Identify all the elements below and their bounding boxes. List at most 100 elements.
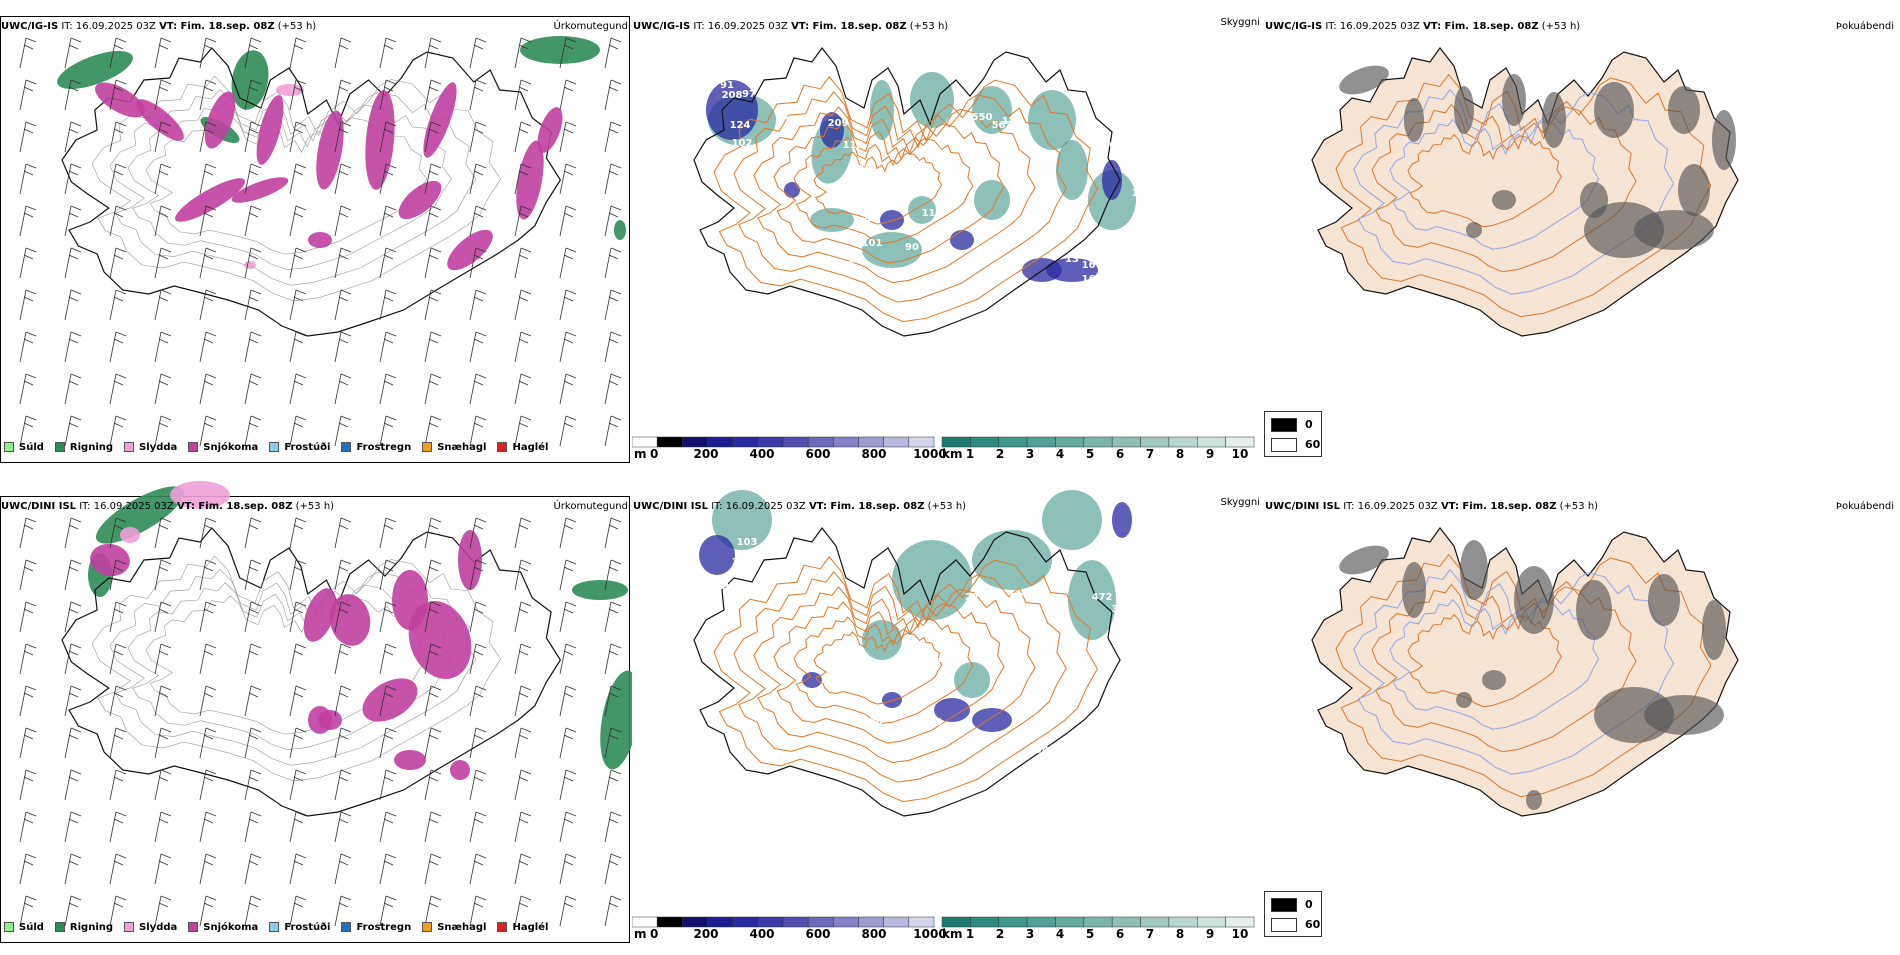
wind-barb-flag: [68, 818, 79, 824]
wind-barb: [109, 205, 127, 237]
wind-barb-shaft: [244, 79, 252, 111]
wind-barb-flag: [68, 566, 79, 572]
fog-index-area: [1502, 74, 1526, 126]
wind-barb-shaft: [604, 331, 612, 363]
wind-barb-flag: [338, 296, 349, 302]
road-network: [813, 151, 943, 225]
wind-barb: [559, 769, 577, 801]
wind-barb-flag: [158, 734, 169, 740]
river-road-network: [1371, 583, 1637, 753]
wind-barb-shaft: [154, 601, 162, 633]
wind-barb-shaft: [244, 811, 252, 843]
wind-barb-shaft: [19, 205, 27, 237]
wind-barb: [19, 331, 37, 363]
wind-barb-flag: [473, 608, 484, 614]
wind-barb-flag: [293, 254, 304, 260]
visibility-label: 90: [905, 242, 919, 253]
wind-barb-flag: [248, 212, 259, 218]
wind-barb: [154, 601, 172, 633]
legend-item: Frostúði: [269, 440, 330, 454]
wind-barb-shaft: [19, 811, 27, 843]
wind-barb-shaft: [244, 601, 252, 633]
wind-barb-shaft: [244, 517, 252, 549]
wind-barb: [469, 811, 487, 843]
wind-barb: [244, 769, 262, 801]
km-tick: 4: [1056, 447, 1064, 461]
wind-barb-flag: [115, 853, 127, 859]
wind-barb: [19, 853, 37, 885]
wind-barb-flag: [475, 769, 487, 775]
wind-barb-shaft: [334, 37, 342, 69]
wind-barb-flag: [428, 380, 439, 386]
wind-barb-flag: [518, 212, 529, 218]
snow-area: [423, 82, 457, 158]
wind-barb-shaft: [559, 331, 567, 363]
wind-barb: [64, 685, 82, 717]
wind-barb-flag: [383, 212, 394, 218]
wind-barb-shaft: [199, 415, 207, 447]
wind-barb-flag: [70, 769, 82, 775]
km-colorbar-segment: [970, 436, 999, 448]
wind-barb-flag: [473, 86, 484, 92]
wind-barb: [514, 163, 532, 195]
legend-swatch: [124, 922, 135, 932]
wind-barb: [469, 895, 487, 927]
wind-barb-flag: [295, 79, 307, 85]
height-tick: 200: [693, 927, 718, 941]
wind-barb: [64, 415, 82, 447]
wind-barb-flag: [203, 212, 214, 218]
legend-item: Snjókoma: [188, 920, 258, 934]
wind-barb-flag: [338, 860, 349, 866]
wind-barb: [244, 415, 262, 447]
wind-barb-flag: [70, 685, 82, 691]
wind-barb-flag: [68, 608, 79, 614]
wind-barb: [289, 247, 307, 279]
wind-barb: [244, 811, 262, 843]
wind-barb: [289, 685, 307, 717]
wind-barb-flag: [430, 811, 442, 817]
wind-barb-flag: [250, 727, 262, 733]
rain-area: [231, 50, 269, 110]
wind-barb-flag: [68, 170, 79, 176]
wind-barb-flag: [205, 205, 217, 211]
height-tick: 800: [861, 447, 886, 461]
road-network: [753, 586, 1036, 764]
wind-barb-flag: [430, 373, 442, 379]
road-network: [713, 555, 1098, 803]
height-unit: m: [634, 927, 647, 941]
wind-barb-flag: [23, 776, 34, 782]
fog-index-area: [1634, 210, 1714, 250]
panel-title: Úrkomutegund: [553, 501, 628, 512]
wind-barb-shaft: [514, 685, 522, 717]
wind-barb-shaft: [19, 331, 27, 363]
height-tick: 0: [650, 927, 658, 941]
wind-barb: [109, 895, 127, 927]
wind-barb-shaft: [19, 415, 27, 447]
wind-barb-shaft: [604, 685, 612, 717]
km-tick: 2: [996, 927, 1004, 941]
legend-item: Rigning: [54, 920, 113, 934]
wind-barb-flag: [520, 643, 532, 649]
wind-barb: [289, 331, 307, 363]
wind-barb-flag: [340, 289, 352, 295]
wind-barb-shaft: [19, 517, 27, 549]
wind-barb-flag: [430, 163, 442, 169]
wind-barb-flag: [158, 650, 169, 656]
wind-barb-flag: [248, 860, 259, 866]
wind-barb-flag: [338, 692, 349, 698]
wind-barb-shaft: [334, 205, 342, 237]
snow-area: [231, 177, 289, 203]
wind-barb: [154, 769, 172, 801]
wind-barb-flag: [518, 422, 529, 428]
wind-barb: [559, 163, 577, 195]
wind-barb-shaft: [424, 685, 432, 717]
wind-barb-shaft: [559, 517, 567, 549]
wind-barb-shaft: [469, 37, 477, 69]
wind-barb: [154, 895, 172, 927]
wind-barb-flag: [475, 79, 487, 85]
wind-barb-shaft: [559, 601, 567, 633]
wind-barb: [154, 121, 172, 153]
wind-barb-shaft: [469, 373, 477, 405]
snow-area: [204, 91, 236, 149]
wind-barb-flag: [563, 380, 574, 386]
